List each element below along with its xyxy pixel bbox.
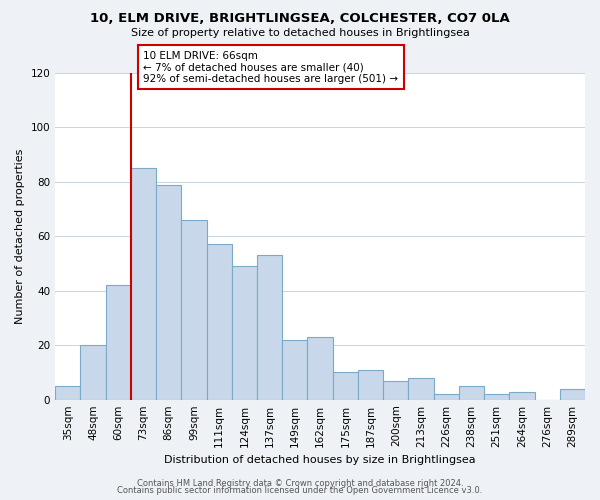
Bar <box>459 386 484 400</box>
Bar <box>509 392 535 400</box>
Text: Contains HM Land Registry data © Crown copyright and database right 2024.: Contains HM Land Registry data © Crown c… <box>137 478 463 488</box>
Bar <box>383 380 409 400</box>
Bar <box>307 337 332 400</box>
Bar <box>55 386 80 400</box>
Bar <box>257 256 282 400</box>
Bar <box>181 220 206 400</box>
Bar <box>131 168 156 400</box>
Text: 10, ELM DRIVE, BRIGHTLINGSEA, COLCHESTER, CO7 0LA: 10, ELM DRIVE, BRIGHTLINGSEA, COLCHESTER… <box>90 12 510 26</box>
Bar <box>80 345 106 400</box>
Text: Contains public sector information licensed under the Open Government Licence v3: Contains public sector information licen… <box>118 486 482 495</box>
Bar <box>156 184 181 400</box>
Bar <box>409 378 434 400</box>
Bar <box>282 340 307 400</box>
Bar <box>106 286 131 400</box>
Bar <box>484 394 509 400</box>
Bar <box>206 244 232 400</box>
Bar <box>232 266 257 400</box>
X-axis label: Distribution of detached houses by size in Brightlingsea: Distribution of detached houses by size … <box>164 455 476 465</box>
Bar <box>560 389 585 400</box>
Bar <box>434 394 459 400</box>
Text: Size of property relative to detached houses in Brightlingsea: Size of property relative to detached ho… <box>131 28 469 38</box>
Bar <box>358 370 383 400</box>
Y-axis label: Number of detached properties: Number of detached properties <box>15 148 25 324</box>
Bar <box>332 372 358 400</box>
Text: 10 ELM DRIVE: 66sqm
← 7% of detached houses are smaller (40)
92% of semi-detache: 10 ELM DRIVE: 66sqm ← 7% of detached hou… <box>143 50 398 84</box>
